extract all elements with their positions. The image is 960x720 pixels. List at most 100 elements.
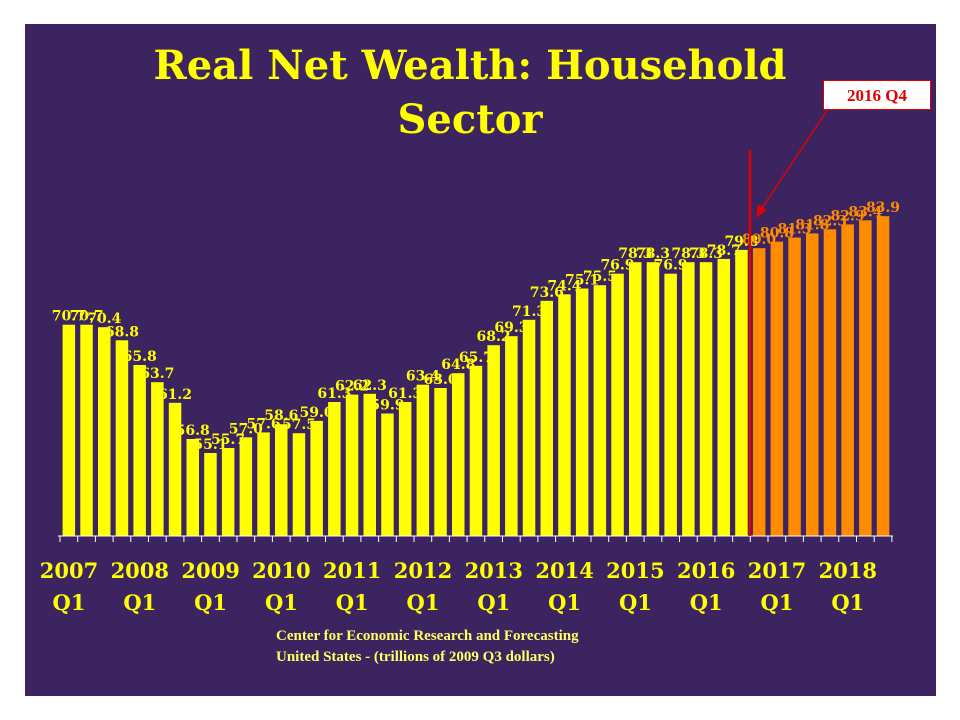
x-label-quarter: Q1 xyxy=(477,590,510,615)
data-label: 63.7 xyxy=(140,366,174,382)
callout-pointer-line xyxy=(759,108,829,212)
bar xyxy=(469,365,483,536)
source-line1: Center for Economic Research and Forecas… xyxy=(276,628,579,644)
bar xyxy=(275,424,288,536)
x-label-year: 2018 xyxy=(819,558,877,583)
data-label: 73.6 xyxy=(530,285,564,301)
data-label: 62.3 xyxy=(353,378,387,394)
data-label: 81.8 xyxy=(795,217,829,233)
x-label-quarter: Q1 xyxy=(407,590,440,615)
x-label-quarter: Q1 xyxy=(831,590,864,615)
x-label-year: 2009 xyxy=(181,558,239,583)
x-label-year: 2016 xyxy=(677,558,735,583)
data-label: 57.6 xyxy=(247,416,281,432)
x-label-group: 2007 Q1 2008 Q1 2009 Q1 2010 Q1 2011 Q1 2012 Q1 2013… xyxy=(40,558,877,615)
bar xyxy=(292,433,306,536)
data-label: 80.8 xyxy=(760,226,794,242)
bar xyxy=(487,345,500,536)
callout-arrow-head xyxy=(756,204,767,218)
data-label: 68.8 xyxy=(105,324,139,340)
bar xyxy=(80,324,93,536)
x-label-quarter: Q1 xyxy=(761,590,794,615)
data-label: 78.3 xyxy=(689,246,723,262)
bar xyxy=(876,216,890,536)
x-label-quarter: Q1 xyxy=(194,590,227,615)
data-label: 70.7 xyxy=(52,309,86,325)
data-label: 57.5 xyxy=(282,417,316,433)
x-label-year: 2010 xyxy=(252,558,310,583)
x-label-quarter: Q1 xyxy=(548,590,581,615)
x-label-year: 2017 xyxy=(748,558,806,583)
bar xyxy=(735,249,748,536)
data-label: 57.0 xyxy=(229,421,263,437)
data-label: 82.9 xyxy=(831,208,865,224)
x-label-quarter: Q1 xyxy=(619,590,652,615)
forecast-callout: 2016 Q4 xyxy=(823,80,931,110)
bar xyxy=(752,248,766,536)
bar xyxy=(257,432,270,536)
data-label-group: 70.770.770.468.8 65.863.7 61.2 56.855.155.7… xyxy=(52,200,900,453)
bar xyxy=(682,262,695,536)
bar xyxy=(204,453,217,536)
data-label: 58.6 xyxy=(264,408,298,424)
data-label: 61.3 xyxy=(317,386,351,402)
data-label: 62.2 xyxy=(335,379,369,395)
bar xyxy=(221,448,235,536)
data-label: 76.9 xyxy=(600,258,634,274)
data-label: 64.8 xyxy=(441,357,475,373)
data-label: 68.2 xyxy=(477,329,511,345)
x-label-year: 2014 xyxy=(535,558,593,583)
bar xyxy=(664,273,677,536)
bar xyxy=(823,229,837,537)
bar xyxy=(328,402,341,536)
bar xyxy=(770,241,784,536)
bar xyxy=(381,413,394,536)
data-label: 56.8 xyxy=(176,423,210,439)
data-label: 59.0 xyxy=(300,405,334,421)
chart-title-line2: Sector xyxy=(397,96,543,143)
data-label: 61.2 xyxy=(158,387,192,403)
bar xyxy=(788,237,801,536)
bar xyxy=(115,340,129,536)
bar xyxy=(186,439,199,536)
bar xyxy=(629,262,642,536)
bar xyxy=(505,336,518,536)
x-label-year: 2012 xyxy=(394,558,452,583)
x-label-quarter: Q1 xyxy=(336,590,369,615)
bar xyxy=(717,258,730,536)
data-label: 75.1 xyxy=(565,273,599,289)
x-label-year: 2008 xyxy=(111,558,169,583)
data-label: 70.7 xyxy=(69,309,103,325)
bar xyxy=(398,402,412,536)
data-label: 61.3 xyxy=(388,386,422,402)
data-label: 69.3 xyxy=(494,320,528,336)
x-label-year: 2007 xyxy=(40,558,98,583)
data-label: 78.3 xyxy=(618,246,652,262)
bar xyxy=(345,394,359,536)
bar xyxy=(151,382,164,536)
bar xyxy=(310,420,323,536)
x-label-quarter: Q1 xyxy=(265,590,298,615)
bar xyxy=(452,373,465,536)
bar xyxy=(62,324,76,536)
x-label-year: 2011 xyxy=(323,558,381,583)
data-label: 55.7 xyxy=(211,432,245,448)
data-label: 78.7 xyxy=(707,243,741,259)
x-label-quarter: Q1 xyxy=(53,590,86,615)
x-label-quarter: Q1 xyxy=(123,590,156,615)
bar xyxy=(98,327,111,536)
data-label: 65.8 xyxy=(123,349,157,365)
x-label-year: 2013 xyxy=(465,558,523,583)
bar xyxy=(859,220,872,537)
bar xyxy=(593,285,607,536)
bar xyxy=(168,402,182,536)
data-label: 55.1 xyxy=(193,437,227,453)
chart-title-line1: Real Net Wealth: Household xyxy=(153,42,787,89)
bar xyxy=(611,273,624,536)
data-label: 76.9 xyxy=(654,258,688,274)
bar xyxy=(540,300,553,536)
bar xyxy=(699,262,713,536)
bar-group xyxy=(62,216,890,537)
x-label-quarter: Q1 xyxy=(690,590,723,615)
